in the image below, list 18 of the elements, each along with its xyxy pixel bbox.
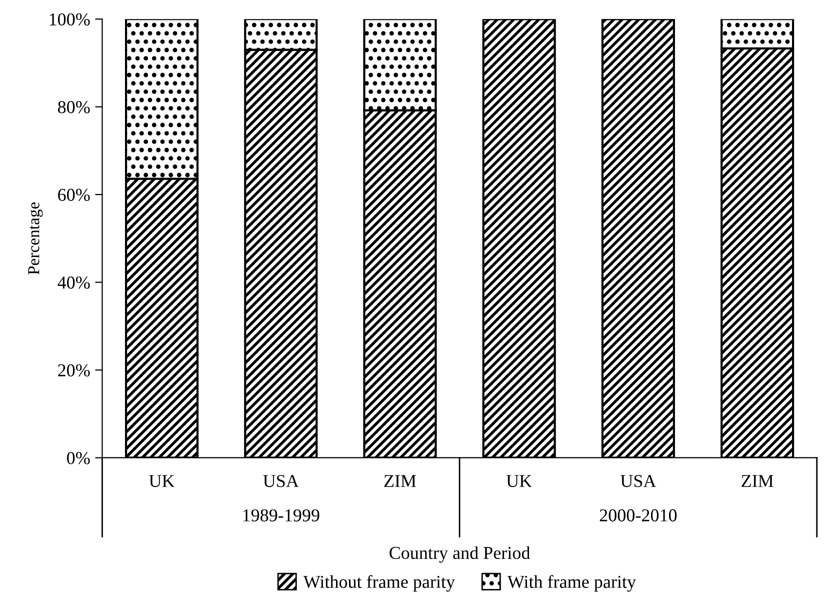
x-tick-label: USA: [263, 474, 299, 488]
x-tick-label: UK: [506, 475, 532, 488]
y-axis-title: Percentage: [28, 202, 43, 274]
x-tick-label: USA: [620, 474, 656, 488]
text: 1989-1999: [243, 509, 320, 522]
y-tick-label: 20%: [58, 364, 90, 376]
legend-label: Without frame parity: [303, 575, 455, 592]
legend-label: With frame parity: [507, 575, 636, 592]
x-axis-title: Country and Period: [390, 546, 530, 563]
y-tick-label: 80%: [58, 101, 90, 114]
y-tick-label: 0%: [67, 452, 90, 464]
x-tick-label: ZIM: [384, 475, 416, 487]
y-tick-label: 100%: [50, 13, 90, 26]
x-tick-label: UK: [149, 475, 175, 488]
y-tick-label: 60%: [58, 188, 90, 202]
y-tick-label: 40%: [58, 276, 90, 289]
x-tick-label: ZIM: [742, 475, 774, 487]
text: 2000-2010: [600, 509, 677, 522]
